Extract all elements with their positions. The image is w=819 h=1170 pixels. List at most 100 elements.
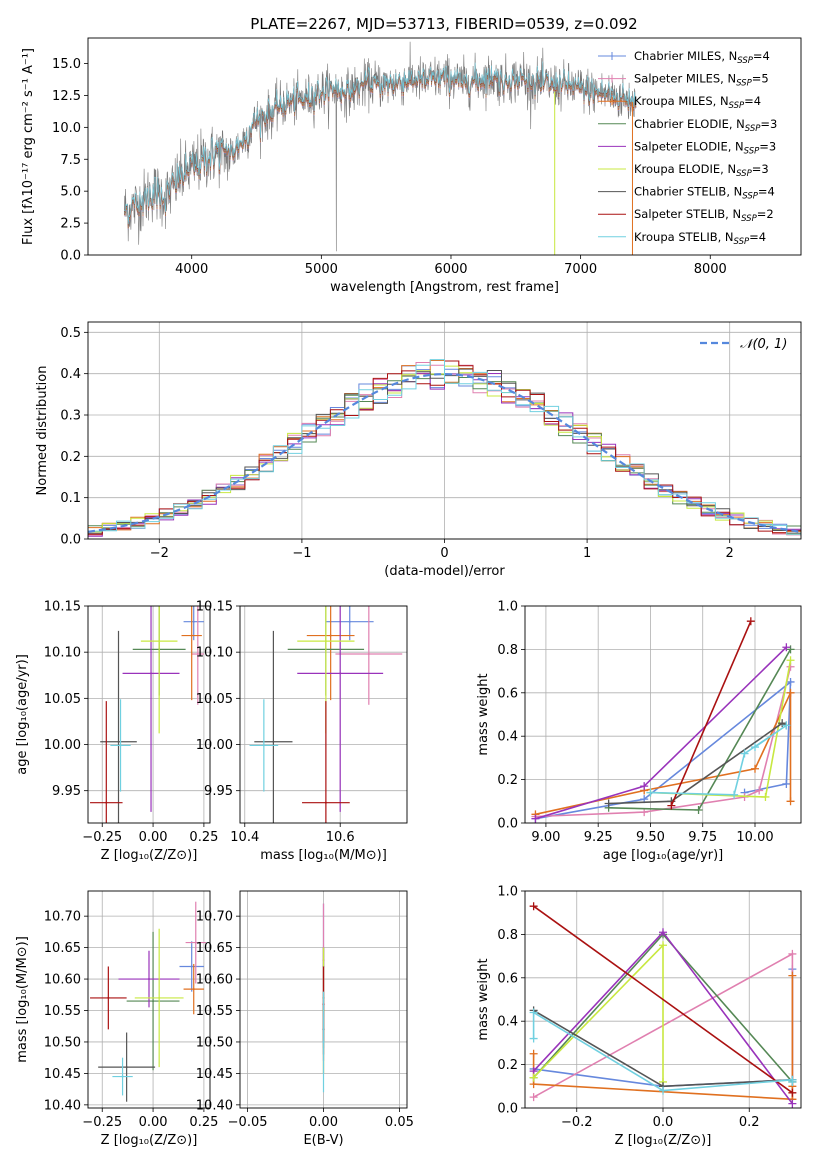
legend-count: =4: [744, 94, 761, 108]
legend-subscript: SSP: [745, 124, 761, 134]
data-point: [121, 1075, 124, 1078]
y-tick-label: 12.5: [52, 89, 81, 104]
x-tick-label: 8000: [694, 262, 727, 277]
y-tick-label: 10.15: [44, 600, 81, 615]
data-point: [105, 801, 108, 804]
y-tick-label: 5.0: [60, 185, 81, 200]
weight-marker: [646, 788, 655, 797]
y-tick-label: 10.15: [196, 600, 233, 615]
x-tick-label: 4000: [175, 262, 208, 277]
y-tick-label: 10.40: [196, 1098, 233, 1113]
x-tick-label: 0.05: [385, 1115, 414, 1130]
y-tick-label: 0.2: [497, 1058, 518, 1073]
y-tick-label: 10.65: [196, 941, 233, 956]
axes-frame: [87, 890, 211, 1109]
legend-entry: Kroupa STELIB, NSSP=4: [634, 230, 766, 247]
y-tick-label: 0.0: [497, 817, 518, 832]
weight-series-line: [670, 620, 752, 806]
weight-series-line: [535, 666, 792, 818]
x-axis-label: Z [log₁₀(Z/Z⊙)]: [101, 1133, 198, 1148]
weight-series-line: [533, 905, 793, 1094]
legend-subscript: SSP: [737, 56, 753, 66]
x-axis-label: (data-model)/error: [384, 564, 505, 579]
data-point: [125, 1066, 128, 1069]
axes-frame: [239, 890, 408, 1109]
y-tick-label: 10.55: [44, 1004, 81, 1019]
weight-marker: [746, 617, 755, 626]
weight-marker: [755, 786, 764, 795]
legend-count: =4: [753, 49, 770, 63]
y-tick-label: 10.05: [196, 692, 233, 707]
data-point: [348, 620, 351, 623]
weight-series-line: [608, 722, 787, 805]
weight-marker: [659, 1086, 667, 1095]
x-tick-label: 0.0: [653, 1115, 674, 1130]
legend-entry: Chabrier ELODIE, NSSP=3: [634, 117, 777, 134]
axes-frame: [87, 321, 802, 540]
data-point: [158, 996, 161, 999]
x-tick-label: −0.2: [561, 1115, 593, 1130]
y-tick-label: 0.4: [60, 367, 81, 382]
y-tick-label: 0.5: [60, 326, 81, 341]
y-tick-label: 10.00: [196, 738, 233, 753]
weight-marker: [659, 928, 667, 937]
legend-subscript: SSP: [729, 101, 745, 111]
y-tick-label: 10.45: [196, 1067, 233, 1082]
y-tick-label: 9.95: [52, 784, 81, 799]
x-tick-label: 5000: [305, 262, 338, 277]
y-tick-label: 0.2: [497, 773, 518, 788]
axes-frame: [87, 37, 802, 256]
weight-marker: [788, 949, 797, 958]
y-tick-label: 10.10: [44, 646, 81, 661]
y-tick-label: 0.2: [60, 450, 81, 465]
x-tick-label: 0: [440, 546, 448, 561]
weight-marker: [640, 782, 649, 791]
model-spectrum-line: [124, 61, 637, 225]
x-tick-label: 0.25: [189, 1115, 218, 1130]
weight-vs-metallicity-panel: −0.2 0.0 0.2 0.0 0.2 0.4 0.6 0.8 1.0 Z [log₁₀(Z/Z…: [476, 885, 802, 1148]
y-tick-label: 10.70: [196, 910, 233, 925]
data-point: [324, 640, 327, 643]
x-axis-label: wavelength [Angstrom, rest frame]: [330, 280, 559, 295]
x-tick-label: 0.00: [139, 1115, 168, 1130]
y-tick-label: 0.6: [497, 971, 518, 986]
age-vs-metallicity-panel: −0.25 0.00 0.25 9.95 10.00 10.05 10.10 10.15 Z […: [15, 600, 218, 864]
y-axis-label: mass [log₁₀(M/M⊙)]: [15, 936, 30, 1063]
data-point: [322, 1040, 325, 1043]
legend-subscript: SSP: [744, 146, 760, 156]
weight-marker: [667, 801, 676, 810]
weight-series-line: [608, 649, 792, 811]
x-axis-label: mass [log₁₀(M/M⊙)]: [260, 848, 387, 863]
legend-entry: Salpeter STELIB, NSSP=2: [634, 207, 774, 224]
weight-marker: [782, 643, 791, 652]
normal-reference-curve: [88, 372, 801, 533]
weight-series-line: [535, 680, 792, 820]
y-tick-label: 1.0: [497, 885, 518, 900]
x-tick-label: 2: [726, 546, 734, 561]
weight-marker: [786, 688, 795, 697]
y-tick-label: 0.3: [60, 409, 81, 424]
weight-marker: [761, 792, 770, 801]
weight-marker: [730, 790, 739, 799]
axes-frame: [87, 605, 211, 824]
x-tick-label: 10.4: [230, 830, 259, 845]
y-tick-label: 0.4: [497, 730, 518, 745]
y-tick-label: 10.65: [44, 941, 81, 956]
residuals-panel: −2 −1 0 1 2 0.0 0.1 0.2 0.3 0.4 0.5 (data-model)/er…: [35, 321, 802, 579]
x-tick-label: 9.00: [531, 830, 560, 845]
y-tick-label: 10.00: [44, 738, 81, 753]
data-point: [119, 744, 122, 747]
x-axis-label: age [log₁₀(age/yr)]: [603, 848, 724, 863]
legend-count: =3: [759, 139, 776, 153]
data-point: [190, 634, 193, 637]
y-tick-label: 2.5: [60, 217, 81, 232]
legend-entry: Kroupa MILES, NSSP=4: [634, 94, 761, 111]
weight-marker: [786, 645, 795, 654]
weight-marker: [529, 1034, 538, 1043]
axes-frame: [239, 605, 408, 824]
x-tick-label: 0.00: [139, 830, 168, 845]
axes-frame: [524, 890, 802, 1109]
y-tick-label: 0.0: [60, 533, 81, 548]
y-axis-label: mass weight: [476, 673, 491, 755]
